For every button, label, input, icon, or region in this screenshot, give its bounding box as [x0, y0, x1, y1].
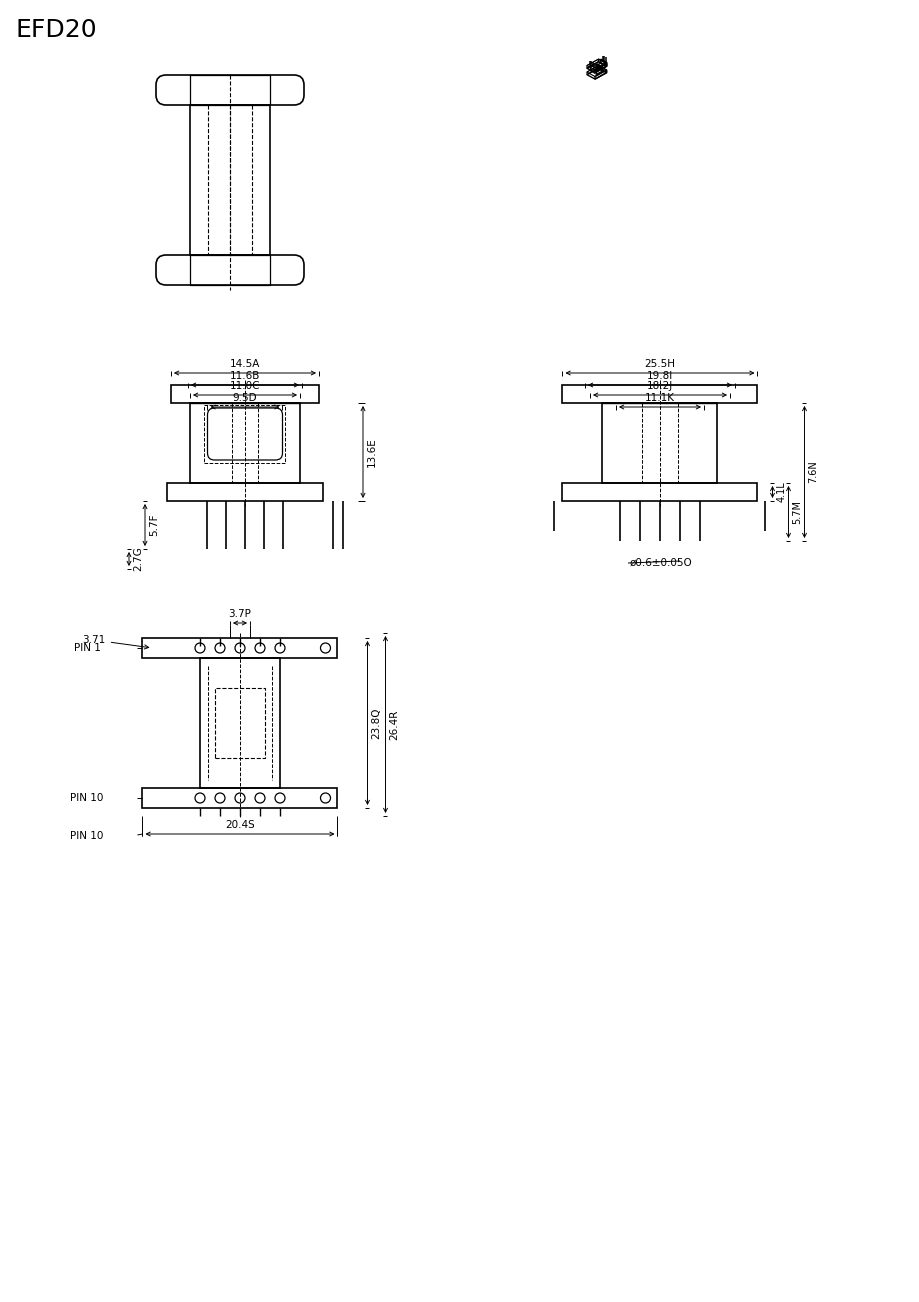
Bar	[204, 405, 285, 464]
Text: 3.71: 3.71	[83, 635, 149, 648]
Bar	[190, 76, 269, 105]
Bar	[215, 687, 265, 758]
Text: 25.5H: 25.5H	[644, 359, 675, 368]
Text: 5.7M: 5.7M	[791, 500, 801, 523]
Bar	[199, 658, 279, 788]
Text: 4.1L: 4.1L	[776, 482, 786, 503]
Text: 19.8I: 19.8I	[646, 371, 673, 381]
Text: 26.4R: 26.4R	[389, 710, 399, 740]
Bar	[562, 483, 756, 501]
Bar	[602, 404, 717, 483]
Text: 23.8Q: 23.8Q	[371, 707, 381, 738]
Text: EFD20: EFD20	[15, 18, 96, 42]
Text: ø0.6±0.05O: ø0.6±0.05O	[630, 559, 692, 568]
Text: 11.1K: 11.1K	[644, 393, 675, 404]
Text: PIN 10: PIN 10	[71, 831, 104, 841]
Bar	[167, 483, 323, 501]
Text: 18.2J: 18.2J	[646, 381, 673, 391]
Bar	[190, 105, 269, 255]
Bar	[171, 385, 319, 404]
Text: 13.6E: 13.6E	[367, 437, 377, 467]
Text: PIN 1: PIN 1	[74, 643, 101, 654]
Text: 11.6B: 11.6B	[230, 371, 260, 381]
Text: 3.7P: 3.7P	[228, 609, 251, 618]
Bar	[562, 385, 756, 404]
Bar	[142, 638, 337, 658]
Text: 5.7F: 5.7F	[149, 514, 159, 536]
Text: 14.5A: 14.5A	[230, 359, 260, 368]
Bar	[190, 404, 300, 483]
Bar	[190, 255, 269, 285]
Text: 9.5D: 9.5D	[233, 393, 257, 404]
Text: 20.4S: 20.4S	[225, 820, 255, 829]
Text: 11.0C: 11.0C	[230, 381, 260, 391]
Bar	[142, 788, 337, 809]
Text: 7.6N: 7.6N	[808, 461, 818, 483]
Text: 2.7G: 2.7G	[133, 547, 142, 572]
Text: PIN 10: PIN 10	[71, 793, 104, 803]
